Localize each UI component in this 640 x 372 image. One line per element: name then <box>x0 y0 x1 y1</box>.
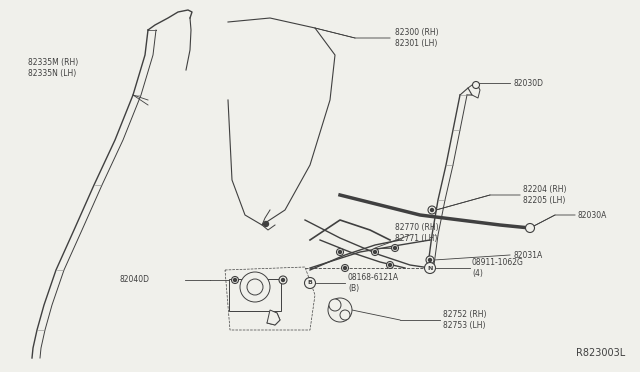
Circle shape <box>337 248 344 256</box>
Circle shape <box>525 224 534 232</box>
Text: 82031A: 82031A <box>513 250 542 260</box>
Text: 82040D: 82040D <box>120 276 150 285</box>
Circle shape <box>371 248 378 256</box>
Text: 82204 (RH)
82205 (LH): 82204 (RH) 82205 (LH) <box>523 185 566 205</box>
Circle shape <box>387 262 394 269</box>
Circle shape <box>527 225 533 231</box>
Text: 82030A: 82030A <box>578 211 607 219</box>
Circle shape <box>247 279 263 295</box>
Circle shape <box>282 279 285 282</box>
Circle shape <box>424 263 435 273</box>
Circle shape <box>234 279 237 282</box>
Circle shape <box>392 244 399 251</box>
Circle shape <box>340 310 350 320</box>
Text: 08911-1062G
(4): 08911-1062G (4) <box>472 258 524 278</box>
Circle shape <box>429 259 431 262</box>
Polygon shape <box>267 310 280 325</box>
Circle shape <box>388 263 392 266</box>
Circle shape <box>240 272 270 302</box>
Text: R823003L: R823003L <box>576 348 625 358</box>
Circle shape <box>428 206 436 214</box>
Text: 08168-6121A
(B): 08168-6121A (B) <box>348 273 399 293</box>
Text: 82770 (RH)
82771 (LH): 82770 (RH) 82771 (LH) <box>395 223 438 243</box>
Text: 82030D: 82030D <box>513 78 543 87</box>
Circle shape <box>329 299 341 311</box>
Circle shape <box>328 298 352 322</box>
Circle shape <box>426 256 434 264</box>
Circle shape <box>431 208 433 212</box>
Circle shape <box>342 264 349 272</box>
Circle shape <box>339 250 342 253</box>
Circle shape <box>394 247 397 250</box>
Text: 82752 (RH)
82753 (LH): 82752 (RH) 82753 (LH) <box>443 310 486 330</box>
Circle shape <box>279 276 287 284</box>
Circle shape <box>305 278 316 289</box>
Text: 82335M (RH)
82335N (LH): 82335M (RH) 82335N (LH) <box>28 58 78 78</box>
Text: B: B <box>308 280 312 285</box>
Circle shape <box>264 221 269 227</box>
Circle shape <box>374 250 376 253</box>
Circle shape <box>344 266 346 269</box>
Text: 82300 (RH)
82301 (LH): 82300 (RH) 82301 (LH) <box>395 28 438 48</box>
FancyBboxPatch shape <box>229 279 281 311</box>
Text: N: N <box>428 266 433 270</box>
Circle shape <box>232 276 239 283</box>
Circle shape <box>472 81 479 89</box>
